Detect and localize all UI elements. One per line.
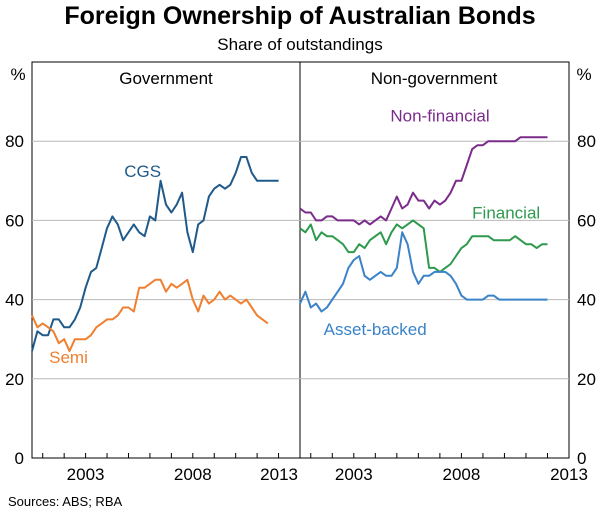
y-tick-label-left: 0 bbox=[15, 449, 24, 468]
y-tick-label-left: 20 bbox=[5, 370, 24, 389]
x-tick-label: 2003 bbox=[335, 465, 373, 484]
y-tick-label-right: 20 bbox=[577, 370, 596, 389]
x-tick-label: 2008 bbox=[174, 465, 212, 484]
series-label-asset-backed: Asset-backed bbox=[324, 320, 427, 339]
x-tick-label: 2003 bbox=[67, 465, 105, 484]
y-axis-right: 0 20 40 60 80 bbox=[577, 132, 596, 468]
x-axis: 2003 2003 2008 2008 2013 2013 bbox=[42, 453, 588, 484]
series-label-cgs: CGS bbox=[124, 162, 161, 181]
chart-title: Foreign Ownership of Australian Bonds bbox=[64, 2, 535, 30]
y-tick-label-left: 40 bbox=[5, 291, 24, 310]
series-layer bbox=[31, 136, 548, 353]
panel-title-non-government: Non-government bbox=[371, 69, 498, 88]
y-unit-left: % bbox=[10, 65, 25, 84]
x-tick-label: 2013 bbox=[550, 465, 588, 484]
series-label-non-financial: Non-financial bbox=[390, 106, 489, 125]
series-label-financial: Financial bbox=[472, 203, 540, 222]
y-tick-label-right: 40 bbox=[577, 291, 596, 310]
y-unit-right: % bbox=[576, 65, 591, 84]
series-label-semi: Semi bbox=[49, 348, 88, 367]
y-tick-label-left: 80 bbox=[5, 132, 24, 151]
y-tick-label-right: 60 bbox=[577, 211, 596, 230]
chart-subtitle: Share of outstandings bbox=[217, 35, 382, 54]
panel-title-government: Government bbox=[119, 69, 213, 88]
series-labels: CGS Semi Non-financial Financial Asset-backe… bbox=[49, 106, 540, 367]
series-line-non-financial bbox=[299, 136, 548, 226]
x-tick-label: 2008 bbox=[442, 465, 480, 484]
source-note: Sources: ABS; RBA bbox=[8, 494, 122, 509]
series-line-cgs bbox=[31, 156, 279, 352]
series-line-financial bbox=[299, 219, 548, 273]
x-tick-label: 2013 bbox=[260, 465, 298, 484]
y-axis-left: 0 20 40 60 80 bbox=[5, 132, 24, 468]
series-line-semi bbox=[31, 278, 269, 353]
y-tick-label-left: 60 bbox=[5, 211, 24, 230]
y-tick-label-right: 80 bbox=[577, 132, 596, 151]
series-line-asset-backed bbox=[299, 231, 548, 313]
y-tick-label-right: 0 bbox=[577, 449, 586, 468]
